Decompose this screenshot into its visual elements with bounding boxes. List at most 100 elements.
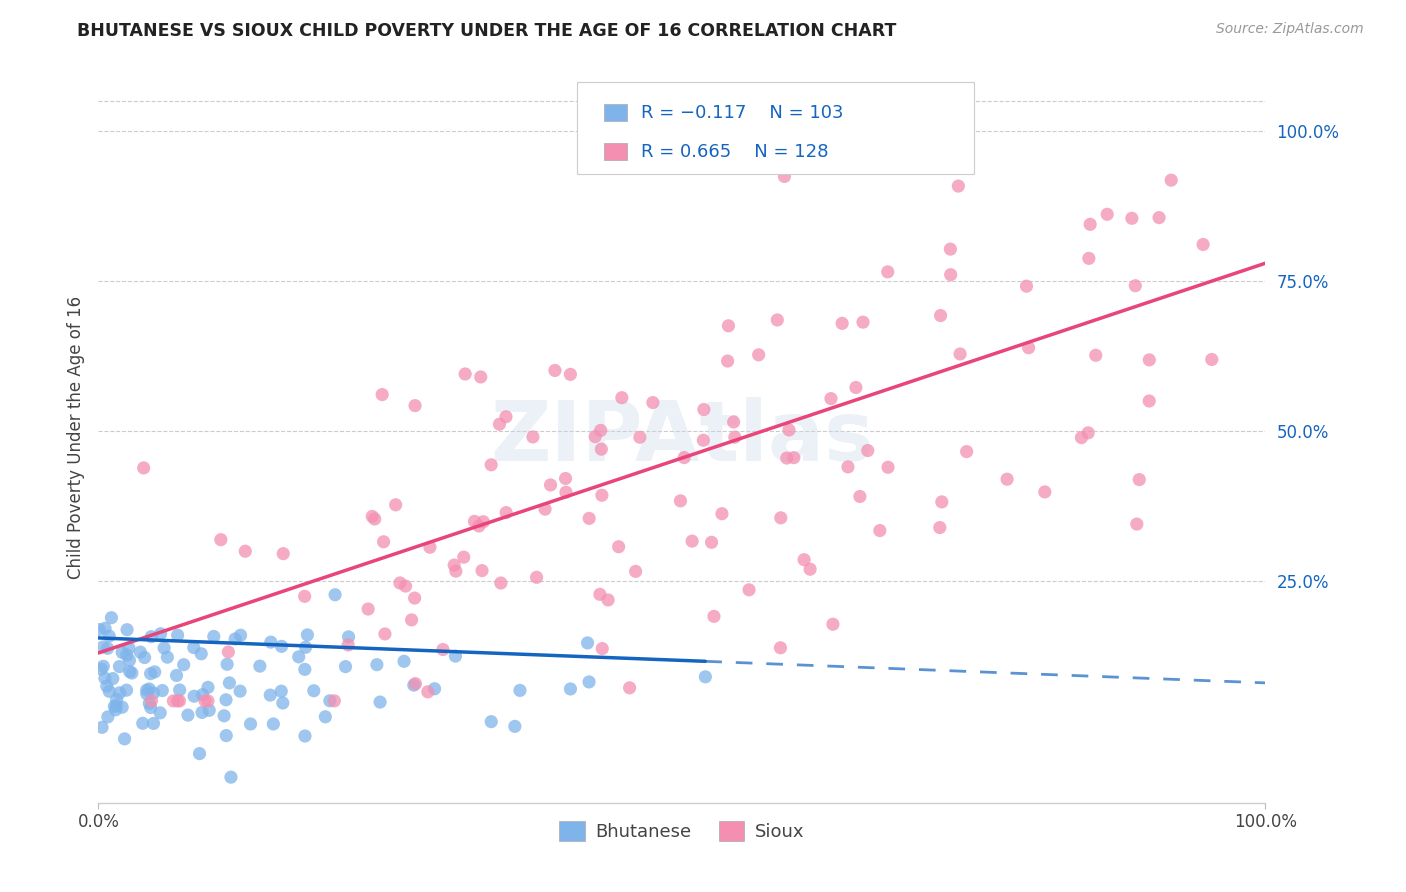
Point bbox=[703, 609, 725, 624]
Point bbox=[373, 534, 395, 549]
Point bbox=[766, 313, 789, 327]
Point bbox=[453, 550, 475, 565]
Point bbox=[105, 692, 128, 706]
Point bbox=[591, 488, 613, 502]
Point bbox=[150, 683, 173, 698]
Point bbox=[443, 558, 465, 572]
Point bbox=[371, 387, 394, 401]
Point bbox=[357, 602, 380, 616]
Point bbox=[419, 540, 441, 554]
Point bbox=[142, 716, 165, 731]
Point bbox=[738, 582, 761, 597]
Point bbox=[710, 507, 733, 521]
Point bbox=[121, 666, 143, 681]
Point bbox=[1123, 278, 1146, 293]
Point bbox=[97, 710, 120, 724]
Text: R = −0.117    N = 103: R = −0.117 N = 103 bbox=[641, 104, 844, 122]
Point bbox=[724, 430, 747, 444]
Point bbox=[118, 665, 141, 679]
Point bbox=[233, 544, 256, 558]
Point bbox=[560, 368, 582, 382]
Point bbox=[224, 632, 246, 646]
Point bbox=[96, 679, 118, 693]
Point bbox=[294, 640, 316, 655]
Point bbox=[104, 703, 127, 717]
Point bbox=[610, 391, 633, 405]
Point bbox=[271, 547, 294, 561]
Point bbox=[1077, 425, 1099, 440]
Point bbox=[939, 242, 962, 256]
Point bbox=[215, 729, 238, 743]
Point bbox=[793, 552, 815, 566]
Point bbox=[229, 684, 252, 698]
Point bbox=[98, 684, 121, 698]
Point bbox=[526, 570, 548, 584]
Point bbox=[118, 640, 141, 655]
Point bbox=[488, 417, 510, 432]
Point bbox=[259, 688, 281, 702]
Point bbox=[544, 363, 567, 377]
Point bbox=[778, 423, 800, 437]
Point bbox=[1095, 207, 1118, 221]
Point bbox=[91, 720, 114, 734]
Point bbox=[931, 495, 953, 509]
Point bbox=[115, 648, 138, 662]
Point bbox=[589, 587, 612, 601]
Point bbox=[143, 665, 166, 679]
Point bbox=[294, 590, 316, 604]
Point bbox=[454, 367, 477, 381]
Point bbox=[463, 514, 485, 528]
Point bbox=[314, 710, 336, 724]
Point bbox=[364, 512, 387, 526]
Point bbox=[111, 700, 134, 714]
Point bbox=[404, 676, 426, 690]
Point bbox=[260, 635, 283, 649]
Point bbox=[1015, 279, 1038, 293]
Point bbox=[624, 565, 647, 579]
Point bbox=[681, 534, 703, 549]
Point bbox=[183, 690, 205, 704]
Point bbox=[335, 659, 357, 673]
Point bbox=[394, 579, 416, 593]
Point bbox=[188, 747, 211, 761]
Point bbox=[444, 649, 467, 664]
Point bbox=[105, 698, 128, 713]
Point bbox=[578, 675, 600, 690]
Point bbox=[423, 681, 446, 696]
Point bbox=[135, 683, 157, 698]
Point bbox=[89, 623, 111, 637]
Point bbox=[695, 670, 717, 684]
Point bbox=[534, 502, 557, 516]
Point bbox=[302, 683, 325, 698]
Point bbox=[578, 511, 600, 525]
Point bbox=[162, 694, 184, 708]
Point bbox=[103, 699, 125, 714]
Point bbox=[218, 676, 240, 690]
Point bbox=[388, 576, 411, 591]
Point bbox=[723, 415, 745, 429]
Legend: Bhutanese, Sioux: Bhutanese, Sioux bbox=[553, 814, 811, 848]
Point bbox=[1078, 217, 1101, 231]
Point bbox=[489, 576, 512, 591]
Point bbox=[384, 498, 406, 512]
Point bbox=[183, 640, 205, 655]
Point bbox=[173, 657, 195, 672]
Point bbox=[197, 681, 219, 695]
Point bbox=[138, 697, 160, 711]
Point bbox=[142, 686, 165, 700]
Point bbox=[598, 593, 620, 607]
Point bbox=[692, 434, 714, 448]
Point bbox=[169, 694, 191, 708]
Point bbox=[404, 399, 426, 413]
Point bbox=[166, 668, 188, 682]
Point bbox=[135, 687, 157, 701]
Point bbox=[783, 450, 806, 465]
Point bbox=[153, 640, 176, 655]
Point bbox=[191, 688, 214, 702]
Point bbox=[1147, 211, 1170, 225]
Point bbox=[939, 268, 962, 282]
Text: Source: ZipAtlas.com: Source: ZipAtlas.com bbox=[1216, 22, 1364, 37]
Point bbox=[1201, 352, 1223, 367]
Point bbox=[769, 511, 792, 525]
Point bbox=[555, 485, 578, 500]
